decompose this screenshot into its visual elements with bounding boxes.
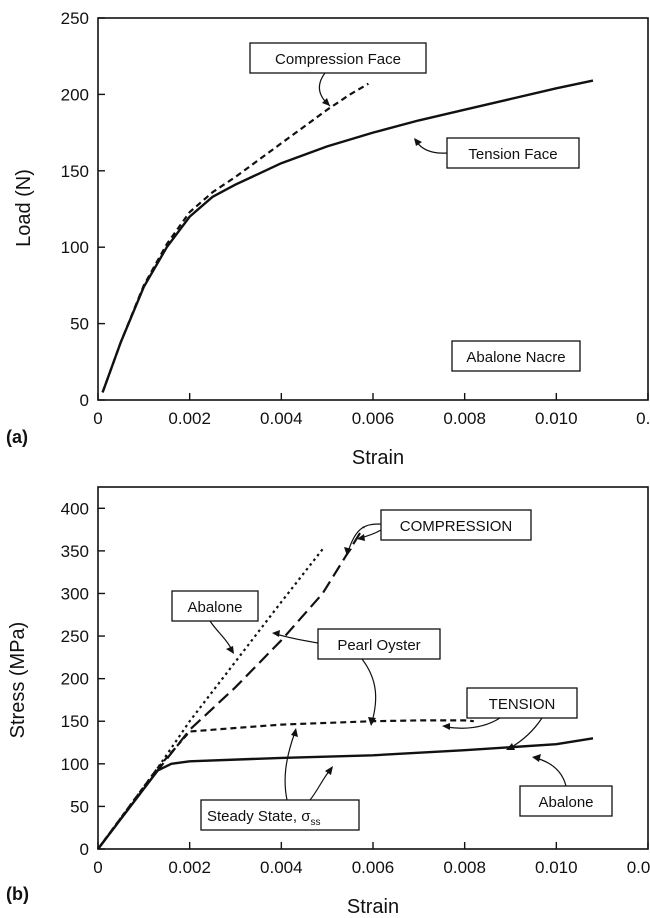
arrowhead-steady-state-1 [291, 728, 298, 737]
y-tick-label-b: 350 [61, 542, 89, 561]
x-tick-label-b: 0.004 [260, 858, 303, 877]
annotation-box-compression-face [249, 42, 427, 74]
x-axis-label-a: Strain [352, 447, 404, 469]
annotation-compression: COMPRESSION [400, 518, 513, 535]
arrowhead-compression-face [322, 98, 330, 106]
panel-b: 0 0.002 0.004 0.006 0.008 0.010 0.012 0 50 100 150… [6, 486, 650, 918]
arrowhead-tension-face [414, 138, 422, 146]
annotation-box-compression [380, 509, 532, 541]
ticks-a: 0 0.002 0.004 0.006 0.008 0.010 0.0 0 50 100 150 20… [61, 9, 650, 428]
series-line-a-1 [101, 79, 594, 393]
arrowhead-abalone-compression [226, 646, 234, 654]
arrowhead-compression-1 [344, 547, 352, 556]
arrowhead-pearl-oyster-1 [272, 630, 280, 637]
y-tick-label-a: 50 [70, 315, 89, 334]
arrow-abalone-compression [209, 620, 233, 651]
y-tick-label-b: 250 [61, 627, 89, 646]
y-tick-label-a: 100 [61, 238, 89, 257]
y-tick-label-a: 150 [61, 162, 89, 181]
x-axis-label-b: Strain [347, 896, 399, 918]
arrow-compression-1 [347, 523, 382, 553]
annotation-tension: TENSION [489, 696, 556, 713]
arrowhead-abalone-tension [532, 754, 541, 762]
arrow-pearl-oyster-2 [361, 658, 377, 723]
annotation-compression-face: Compression Face [275, 51, 401, 68]
x-tick-label-b: 0.008 [443, 858, 486, 877]
y-tick-label-a: 200 [61, 85, 89, 104]
annotation-abalone-tension: Abalone [538, 794, 593, 811]
y-tick-label-b: 200 [61, 670, 89, 689]
y-tick-label-b: 400 [61, 499, 89, 518]
annotation-box-abalone-compression [171, 590, 259, 622]
series-line-b-3 [97, 548, 324, 850]
annotation-box-pearl-oyster [317, 628, 441, 660]
y-tick-label-b: 0 [80, 840, 89, 859]
ticks-b: 0 0.002 0.004 0.006 0.008 0.010 0.012 0 50 100 150… [61, 499, 650, 877]
x-tick-label-b: 0.006 [352, 858, 395, 877]
x-tick-label-a: 0 [93, 409, 102, 428]
y-axis-label-b: Stress (MPa) [7, 622, 29, 739]
y-tick-label-a: 250 [61, 9, 89, 28]
annotation-abalone-compression: Abalone [187, 599, 242, 616]
arrow-abalone-tension [535, 757, 567, 787]
series-line-a-2 [101, 82, 369, 393]
arrowhead-pearl-oyster-2 [368, 717, 376, 726]
x-tick-label-b: 0.010 [535, 858, 578, 877]
annotation-box-tension [466, 687, 578, 719]
annotation-abalone-nacre: Abalone Nacre [466, 349, 565, 366]
arrow-tension-2 [509, 717, 543, 749]
annotation-pearl-oyster: Pearl Oyster [337, 637, 420, 654]
arrow-steady-state-2 [309, 769, 331, 801]
annotation-box-abalone-tension [519, 785, 613, 817]
series-line-b-4 [97, 526, 365, 850]
panel-a: 0 0.002 0.004 0.006 0.008 0.010 0.0 0 50 100 150 20… [6, 9, 650, 469]
arrowhead-tension-1 [442, 723, 450, 730]
y-tick-label-b: 50 [70, 797, 89, 816]
arrowhead-compression-2 [357, 534, 365, 541]
arrow-pearl-oyster-1 [275, 633, 319, 644]
annotation-steady-state-main: Steady State, σ [207, 808, 311, 825]
arrowhead-steady-state-2 [325, 766, 333, 775]
panel-label-a: (a) [6, 427, 28, 447]
arrowhead-tension-2 [506, 743, 515, 750]
annotation-steady-state-subscript: ss [310, 817, 320, 828]
y-axis-label-a: Load (N) [13, 169, 35, 247]
x-tick-label-a: 0.010 [535, 409, 578, 428]
annotation-tension-face: Tension Face [468, 146, 557, 163]
series-b [97, 526, 594, 850]
x-tick-label-a: 0.0 [636, 409, 650, 428]
x-tick-label-b: 0.012 [627, 858, 650, 877]
x-tick-label-b: 0.002 [168, 858, 211, 877]
y-tick-label-b: 150 [61, 712, 89, 731]
x-tick-label-b: 0 [93, 858, 102, 877]
x-tick-label-a: 0.006 [352, 409, 395, 428]
x-tick-label-a: 0.008 [443, 409, 486, 428]
panel-label-b: (b) [6, 884, 29, 904]
annotation-steady-state: Steady State, σss [207, 808, 320, 828]
y-tick-label-b: 100 [61, 755, 89, 774]
arrow-tension-1 [445, 717, 501, 729]
y-tick-label-b: 300 [61, 584, 89, 603]
series-a [101, 79, 594, 393]
y-tick-label-a: 0 [80, 391, 89, 410]
annotation-box-abalone-nacre [451, 340, 581, 372]
annotation-box-steady-state [200, 799, 360, 831]
x-tick-label-a: 0.004 [260, 409, 303, 428]
arrow-steady-state-1 [284, 731, 296, 801]
x-tick-label-a: 0.002 [168, 409, 211, 428]
annotation-box-tension-face [446, 137, 580, 169]
series-line-b-1 [97, 737, 594, 850]
